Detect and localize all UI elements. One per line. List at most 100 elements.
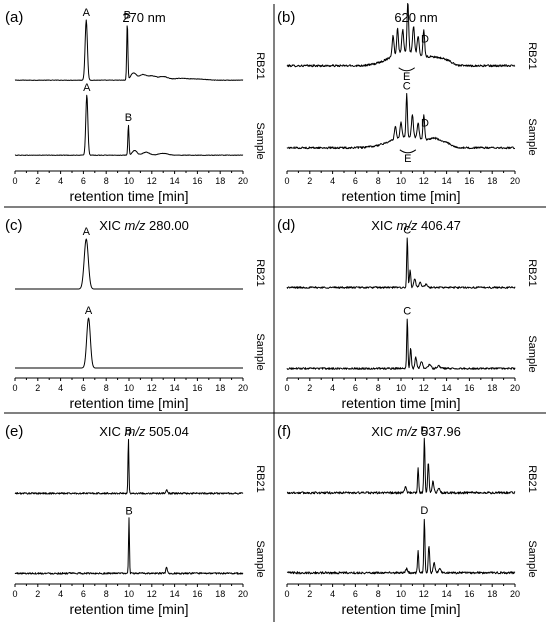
trace-rb21 xyxy=(14,238,244,290)
x-tick-label: 8 xyxy=(104,589,109,599)
x-tick-label: 8 xyxy=(104,176,109,186)
x-tick-label: 20 xyxy=(510,176,520,186)
x-tick-label: 2 xyxy=(307,176,312,186)
x-tick-label: 18 xyxy=(487,383,497,393)
x-tick-label: 4 xyxy=(58,176,63,186)
peak-label: B xyxy=(125,425,132,437)
peak-label: B xyxy=(125,112,132,124)
x-tick-label: 12 xyxy=(147,589,157,599)
x-tick-label: 6 xyxy=(81,589,86,599)
peak-label: E xyxy=(403,71,410,83)
x-tick-label: 6 xyxy=(353,589,358,599)
x-tick-label: 14 xyxy=(442,589,452,599)
trace-rb21 xyxy=(286,437,516,495)
peak-label: A xyxy=(85,305,93,317)
x-tick-label: 16 xyxy=(192,589,202,599)
peak-label: C xyxy=(403,305,411,317)
x-tick-label: 8 xyxy=(376,589,381,599)
trace-sample xyxy=(14,94,244,156)
title-italic: m/z xyxy=(124,424,145,439)
peak-label: C xyxy=(404,0,412,1)
x-tick-label: 14 xyxy=(442,176,452,186)
title-prefix: XIC xyxy=(371,218,396,233)
x-tick-label: 20 xyxy=(510,589,520,599)
x-tick-label: 12 xyxy=(147,176,157,186)
x-tick-label: 2 xyxy=(307,589,312,599)
x-tick-label: 10 xyxy=(396,383,406,393)
x-tick-label: 20 xyxy=(238,176,248,186)
series-label: RB21 xyxy=(254,259,266,287)
series-label: RB21 xyxy=(526,259,538,287)
panel-label: (b) xyxy=(277,9,295,26)
panel-label: (a) xyxy=(5,9,23,26)
x-tick-label: 6 xyxy=(353,176,358,186)
trace-rb21 xyxy=(286,2,516,68)
chart-title: XIC m/z 537.96 xyxy=(371,424,461,439)
peak-label: E xyxy=(404,153,411,165)
peak-label: C xyxy=(403,81,411,93)
series-label: Sample xyxy=(254,540,266,577)
peak-label: D xyxy=(420,425,428,437)
title-suffix: 537.96 xyxy=(417,424,460,439)
x-axis-label: retention time [min] xyxy=(341,188,460,204)
title-suffix: 505.04 xyxy=(145,424,188,439)
series-label: Sample xyxy=(254,122,266,159)
trace-rb21 xyxy=(286,237,516,289)
panel-label: (e) xyxy=(5,423,23,440)
x-tick-label: 4 xyxy=(58,383,63,393)
series-label: RB21 xyxy=(526,42,538,70)
x-tick-label: 0 xyxy=(12,383,17,393)
x-axis-label: retention time [min] xyxy=(69,395,188,411)
x-tick-label: 6 xyxy=(81,383,86,393)
x-tick-label: 8 xyxy=(376,176,381,186)
panel-c: (c) XIC m/z 280.00 RB21 A Sample A 0 2 4 6 8 10 12 14… xyxy=(5,217,266,411)
panel-label: (d) xyxy=(277,217,295,234)
chart-title: XIC m/z 406.47 xyxy=(371,218,461,233)
x-tick-label: 0 xyxy=(12,176,17,186)
x-tick-label: 16 xyxy=(464,589,474,599)
x-tick-label: 12 xyxy=(147,383,157,393)
chart-title: 270 nm xyxy=(122,10,165,25)
x-tick-label: 20 xyxy=(238,383,248,393)
title-prefix: XIC xyxy=(371,424,396,439)
x-tick-label: 10 xyxy=(396,589,406,599)
x-axis-label: retention time [min] xyxy=(341,395,460,411)
title-prefix: XIC xyxy=(99,424,124,439)
title-italic: m/z xyxy=(124,218,145,233)
trace-sample xyxy=(14,317,244,369)
peak-label: A xyxy=(83,7,91,19)
peak-label: A xyxy=(83,82,91,94)
series-label: RB21 xyxy=(526,465,538,493)
title-prefix: XIC xyxy=(99,218,124,233)
x-tick-label: 2 xyxy=(307,383,312,393)
x-tick-label: 18 xyxy=(487,176,497,186)
trace-sample xyxy=(14,517,244,575)
peak-label: D xyxy=(420,505,428,517)
x-tick-label: 14 xyxy=(170,176,180,186)
x-tick-label: 0 xyxy=(284,383,289,393)
series-label: Sample xyxy=(526,118,538,155)
x-tick-label: 16 xyxy=(464,383,474,393)
peak-label: A xyxy=(83,226,91,238)
title-suffix: 280.00 xyxy=(145,218,188,233)
x-tick-label: 16 xyxy=(192,176,202,186)
title-italic: m/z xyxy=(396,218,417,233)
trace-sample xyxy=(286,92,516,150)
x-tick-label: 10 xyxy=(124,176,134,186)
x-tick-label: 18 xyxy=(487,589,497,599)
chart-title: XIC m/z 505.04 xyxy=(99,424,189,439)
x-tick-label: 6 xyxy=(81,176,86,186)
x-tick-label: 20 xyxy=(510,383,520,393)
x-tick-label: 4 xyxy=(330,383,335,393)
trace-sample xyxy=(286,518,516,575)
x-tick-label: 8 xyxy=(376,383,381,393)
chart-title: 620 nm xyxy=(394,10,437,25)
panel-d: (d) XIC m/z 406.47 RB21 C Sample C 0 2 4 6 8 10 12 14… xyxy=(277,217,538,411)
x-tick-label: 8 xyxy=(104,383,109,393)
series-label: RB21 xyxy=(254,52,266,80)
peak-label: B xyxy=(124,10,131,22)
x-tick-label: 2 xyxy=(35,176,40,186)
x-tick-label: 4 xyxy=(330,176,335,186)
